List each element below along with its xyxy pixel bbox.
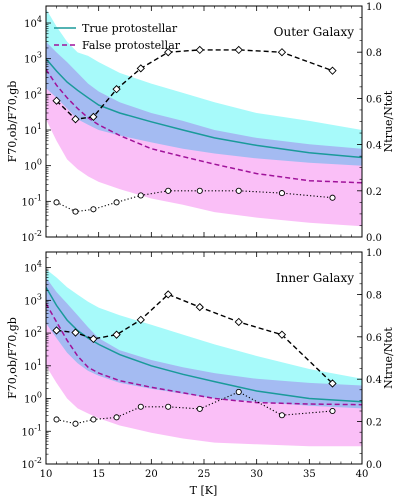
y-tick-label: 104 [24, 15, 42, 30]
fraction-dotted-marker [278, 190, 285, 197]
fraction-dashed-marker [164, 48, 173, 57]
y-axis-label: F70,ob/F70,gb [6, 317, 19, 399]
fraction-dashed-marker [234, 317, 243, 327]
y2-tick-label: 0.6 [366, 94, 382, 105]
x-axis-label: T [K] [190, 484, 218, 497]
fraction-dotted-marker [165, 187, 172, 194]
y-tick-label: 102 [24, 86, 42, 101]
true-protostellar-line [46, 58, 362, 159]
fraction-dotted-marker [196, 405, 203, 412]
y2-tick-label: 0.2 [366, 187, 382, 198]
fraction-dashed-marker [112, 85, 121, 94]
fraction-dashed-marker [136, 315, 145, 324]
y-axis-label: F70,ob/F70,gb [6, 81, 19, 163]
fraction-dashed-marker [164, 290, 173, 299]
fraction-dotted-marker [329, 194, 336, 201]
y2-tick-label: 0.8 [366, 290, 382, 301]
x-tick-label: 35 [303, 469, 316, 480]
y-tick-label: 101 [24, 358, 42, 373]
fraction-dashed-marker [195, 45, 204, 55]
fraction-dashed-marker [277, 48, 287, 57]
x-tick-label: 30 [250, 469, 263, 480]
x-tick-label: 20 [145, 469, 158, 480]
fraction-dotted-marker [329, 407, 336, 415]
y2-tick-label: 0.6 [366, 333, 382, 344]
x-tick-label: 25 [198, 469, 211, 480]
y-tick-label: 100 [24, 391, 42, 406]
y2-axis-label: Ntrue/Ntot [382, 90, 395, 152]
fraction-dotted-marker [137, 403, 144, 410]
fraction-dashed-marker [328, 66, 337, 75]
fraction-dotted-marker [196, 187, 203, 194]
y2-axis-label: Ntrue/Ntot [382, 327, 395, 389]
y2-tick-label: 0.0 [366, 233, 382, 244]
fraction-dashed-marker [52, 96, 61, 105]
fraction-dotted-marker [72, 208, 79, 215]
y2-tick-label: 0.4 [366, 141, 382, 152]
y2-tick-label: 1.0 [366, 248, 382, 259]
panel-title: Outer Galaxy [274, 25, 355, 39]
y2-tick-label: 0.4 [366, 375, 382, 386]
y2-tick-label: 0.2 [366, 418, 382, 429]
fraction-dotted-marker [235, 187, 242, 194]
fraction-dotted-marker [53, 416, 60, 423]
legend-label: True protostellar [82, 22, 178, 35]
fraction-dashed-marker [112, 330, 121, 339]
y-tick-label: 103 [24, 292, 42, 307]
fraction-dashed-line [56, 293, 333, 384]
fraction-dashed-marker [328, 379, 337, 388]
legend-label: False protostellar [82, 39, 181, 52]
fraction-dotted-marker [90, 206, 97, 213]
y-tick-label: 10-2 [21, 456, 42, 471]
plot-area [46, 269, 362, 447]
y2-tick-label: 1.0 [366, 2, 382, 13]
fraction-dashed-marker [136, 64, 145, 73]
panel-inner-galaxy: 10-2 10-1 100 101 102 103 104 0.0 0.2 0.4 0.6 0.8 1.… [6, 248, 395, 480]
fraction-dotted-marker [113, 199, 120, 206]
fraction-dotted-marker [165, 403, 172, 410]
y-tick-label: 10-2 [21, 229, 42, 244]
fraction-dashed-marker [234, 45, 243, 55]
plot-area [46, 8, 362, 227]
x-tick-label: 10 [40, 469, 53, 480]
x-tick-label: 40 [356, 469, 369, 480]
fraction-dotted-marker [235, 388, 242, 395]
false-protostellar-line [46, 68, 362, 184]
y-tick-label: 10-1 [21, 423, 42, 438]
fraction-dashed-marker [277, 330, 287, 339]
y-tick-label: 104 [24, 260, 42, 275]
false-protostellar-line [46, 303, 362, 406]
fraction-dotted-marker [72, 420, 79, 427]
fraction-dashed-marker [195, 302, 204, 312]
y-tick-label: 101 [24, 122, 42, 137]
fraction-dashed-marker [71, 115, 80, 124]
true-protostellar-line [46, 286, 362, 403]
fraction-dotted-marker [53, 199, 60, 206]
fraction-dotted-marker [137, 192, 144, 199]
y-tick-label: 100 [24, 158, 42, 173]
fraction-dotted-marker [113, 414, 120, 421]
fraction-dashed-marker [52, 326, 61, 335]
panel-title: Inner Galaxy [276, 271, 354, 285]
fraction-dotted-line [56, 190, 333, 213]
fraction-dashed-marker [89, 112, 98, 122]
fraction-dotted-marker [90, 416, 97, 423]
x-tick-label: 15 [92, 469, 105, 480]
fraction-dashed-marker [71, 328, 80, 337]
y-tick-label: 10-1 [21, 193, 42, 208]
y-tick-label: 103 [24, 51, 42, 66]
panel-outer-galaxy: 10-2 10-1 100 101 102 103 104 0.0 0.2 0.4 0.6 0.8 1.… [6, 2, 395, 244]
y-tick-label: 102 [24, 325, 42, 340]
y2-tick-label: 0.8 [366, 48, 382, 59]
y2-tick-label: 0.0 [366, 460, 382, 471]
fraction-dashed-marker [89, 334, 98, 344]
fraction-dotted-marker [278, 412, 285, 419]
fraction-dashed-line [56, 49, 333, 120]
false-protostellar-band [46, 41, 362, 227]
